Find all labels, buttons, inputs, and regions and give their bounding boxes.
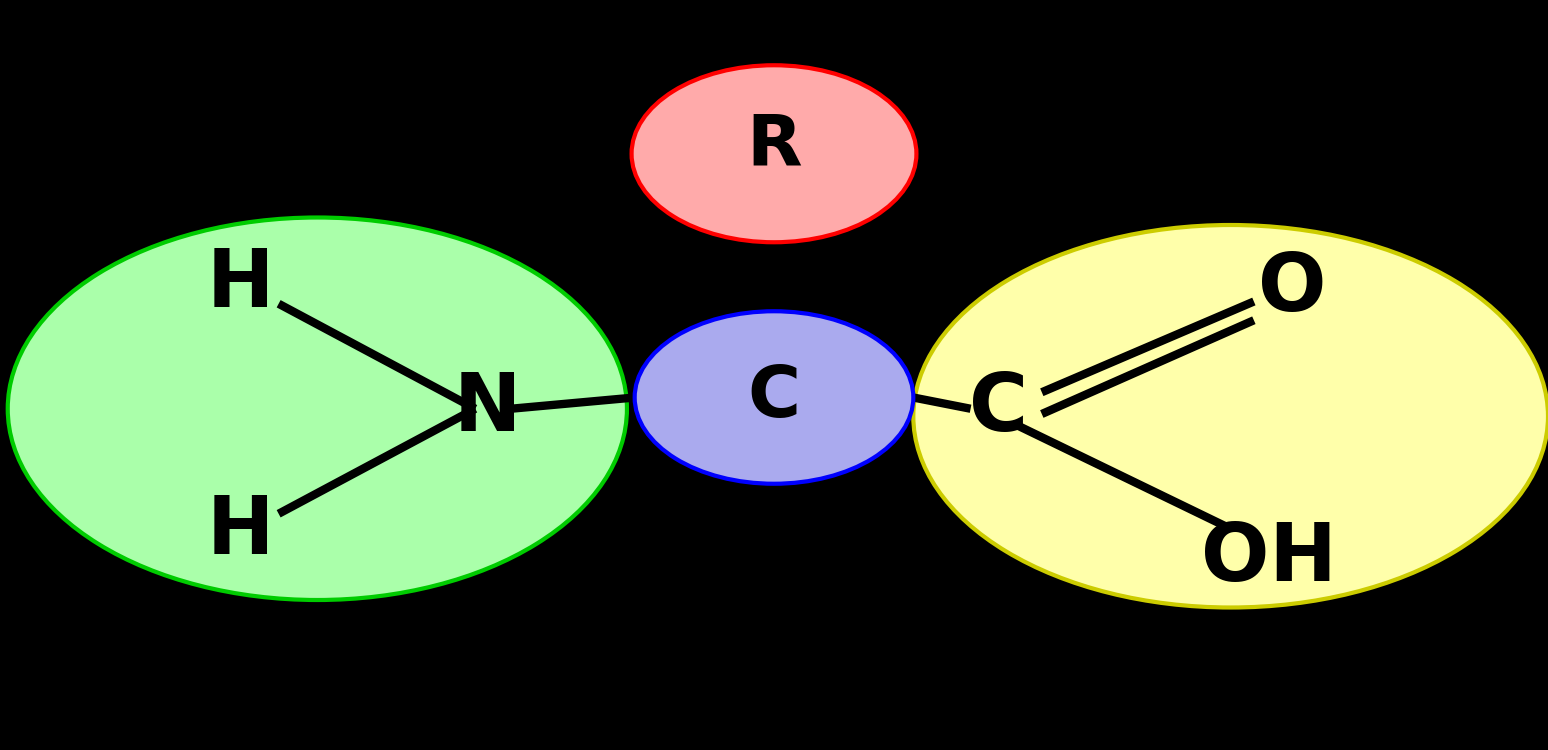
Ellipse shape [913,225,1548,608]
Text: H: H [206,246,274,324]
Ellipse shape [8,217,627,600]
Ellipse shape [632,65,916,242]
Ellipse shape [635,311,913,484]
Text: C: C [748,363,800,432]
Text: O: O [1259,250,1327,328]
Text: N: N [454,370,522,448]
Text: C: C [969,370,1028,448]
Text: OH: OH [1201,520,1337,598]
Text: R: R [746,112,802,181]
Text: H: H [206,494,274,572]
